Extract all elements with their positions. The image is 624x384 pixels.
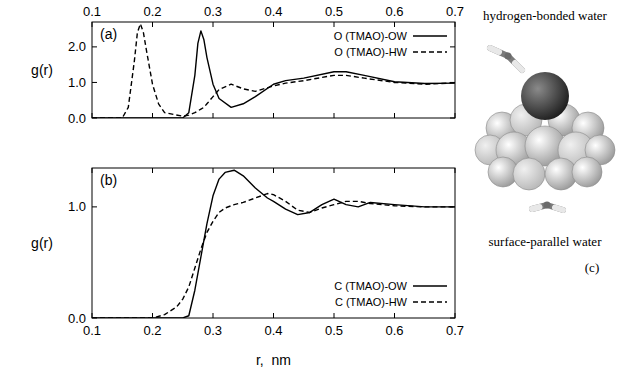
plot-frame	[92, 168, 455, 318]
panel: 0.1 0.2 0.3 0.4 0.5 0.6 0.7 0.0 1.0 2.0 (a) g(r) O (…	[31, 4, 464, 126]
x-tick	[334, 113, 335, 118]
legend: O (TMAO)-OW O (TMAO)-HW	[334, 30, 447, 58]
x-tick	[334, 22, 335, 27]
series-line	[92, 31, 455, 118]
x-tick	[213, 22, 214, 27]
legend: C (TMAO)-OW C (TMAO)-HW	[334, 280, 447, 308]
x-tick	[152, 313, 153, 318]
y-tick-label: 2.0	[68, 39, 86, 54]
x-tick-label: 0.6	[385, 323, 403, 338]
x-tick	[213, 168, 214, 173]
water-bond	[532, 207, 540, 209]
water-bond	[490, 48, 499, 52]
x-tick	[273, 22, 274, 27]
y-tick	[92, 82, 97, 83]
series-line	[92, 170, 455, 318]
x-tick-label: 0.4	[264, 4, 282, 19]
x-tick-label: 0.7	[446, 4, 464, 19]
x-tick	[273, 113, 274, 118]
diagram-label: hydrogen-bonded water	[483, 8, 607, 23]
legend-swatch	[413, 285, 447, 286]
x-tick	[273, 168, 274, 173]
x-tick	[213, 113, 214, 118]
water-bond	[515, 63, 522, 70]
panel-label: (b)	[100, 172, 117, 188]
legend-label: O (TMAO)-OW	[334, 30, 408, 42]
x-tick	[334, 168, 335, 173]
x-tick	[394, 113, 395, 118]
x-tick	[152, 22, 153, 27]
x-tick-label: 0.3	[204, 323, 222, 338]
y-axis-title: g(r)	[31, 62, 53, 78]
x-tick-label: 0.3	[204, 4, 222, 19]
x-tick	[213, 313, 214, 318]
plot-lines	[92, 24, 455, 118]
x-tick-label: 0.2	[143, 4, 161, 19]
legend-label: C (TMAO)-OW	[334, 280, 407, 292]
y-tick-label: 0.0	[68, 311, 86, 326]
x-tick	[334, 313, 335, 318]
x-tick	[152, 113, 153, 118]
series-line	[92, 194, 455, 318]
panel-label: (c)	[585, 260, 599, 275]
y-tick	[450, 46, 455, 47]
x-tick	[273, 313, 274, 318]
diagram-label: surface-parallel water	[489, 234, 603, 249]
y-tick-label: 0.0	[68, 111, 86, 126]
x-tick-label: 0.1	[83, 4, 101, 19]
water-oxygen	[544, 202, 551, 209]
x-tick-label: 0.6	[385, 4, 403, 19]
plot-frame	[92, 22, 455, 118]
panel-label: (a)	[100, 26, 117, 42]
legend-swatch	[413, 35, 447, 36]
x-tick	[152, 168, 153, 173]
panel: 0.10.20.30.40.50.60.70.01.0(b)g(r)r, nmC…	[31, 168, 464, 368]
x-tick-label: 0.2	[143, 323, 161, 338]
x-tick	[394, 22, 395, 27]
y-tick	[92, 46, 97, 47]
x-axis-title: r, nm	[256, 352, 291, 368]
legend-label: C (TMAO)-HW	[335, 296, 408, 308]
water-bond	[555, 208, 563, 211]
y-tick	[92, 206, 97, 207]
x-tick-label: 0.5	[325, 4, 343, 19]
methyl-atom	[513, 158, 545, 190]
x-tick-label: 0.5	[325, 323, 343, 338]
x-tick-label: 0.7	[446, 323, 464, 338]
y-axis-title: g(r)	[31, 235, 53, 251]
figure: 0.1 0.2 0.3 0.4 0.5 0.6 0.7 0.0 1.0 2.0 (a) g(r) O (…	[0, 0, 624, 384]
legend-label: O (TMAO)-HW	[334, 46, 407, 58]
molecule-diagram: hydrogen-bonded water surface-parallel wa…	[475, 8, 615, 275]
x-tick	[394, 313, 395, 318]
methyl-atom	[572, 157, 602, 187]
water-oxygen	[505, 53, 512, 60]
x-tick-label: 0.4	[264, 323, 282, 338]
legend-swatch	[413, 51, 447, 52]
x-tick	[394, 168, 395, 173]
oxygen-atom	[521, 72, 569, 120]
y-tick-label: 1.0	[68, 75, 86, 90]
y-tick-label: 1.0	[68, 199, 86, 214]
legend-swatch	[413, 301, 447, 302]
series-line	[92, 24, 455, 118]
plot-lines	[92, 170, 455, 318]
